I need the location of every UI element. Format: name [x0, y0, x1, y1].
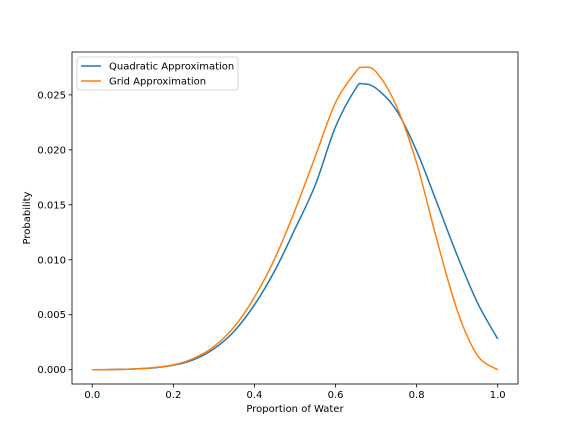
x-tick-label: 0.0: [84, 390, 100, 401]
x-tick-label: 0.6: [328, 390, 344, 401]
y-tick-label: 0.025: [37, 90, 66, 101]
legend-label-grid: Grid Approximation: [109, 77, 206, 88]
x-axis-label: Proportion of Water: [246, 404, 344, 415]
x-tick-label: 0.4: [247, 390, 263, 401]
y-tick-label: 0.020: [37, 145, 66, 156]
plot-frame: [71, 51, 519, 385]
x-tick-label: 0.8: [409, 390, 425, 401]
x-tick-label: 0.2: [165, 390, 181, 401]
y-tick-label: 0.015: [37, 200, 66, 211]
plot-layer: [92, 66, 499, 371]
legend: Quadratic Approximation Grid Approximatio…: [76, 56, 239, 91]
legend-box: [76, 56, 239, 91]
x-tick-label: 1.0: [490, 390, 506, 401]
x-axis: 0.0 0.2 0.4 0.6 0.8 1.0: [84, 384, 506, 401]
legend-label-quadratic: Quadratic Approximation: [109, 62, 234, 73]
series-line-grid: [92, 66, 499, 371]
y-tick-label: 0.005: [37, 310, 66, 321]
y-tick-label: 0.000: [37, 365, 66, 376]
y-axis: 0.000 0.005 0.010 0.015 0.020 0.025: [37, 90, 72, 376]
y-tick-label: 0.010: [37, 255, 66, 266]
y-axis-label: Probability: [22, 191, 33, 244]
